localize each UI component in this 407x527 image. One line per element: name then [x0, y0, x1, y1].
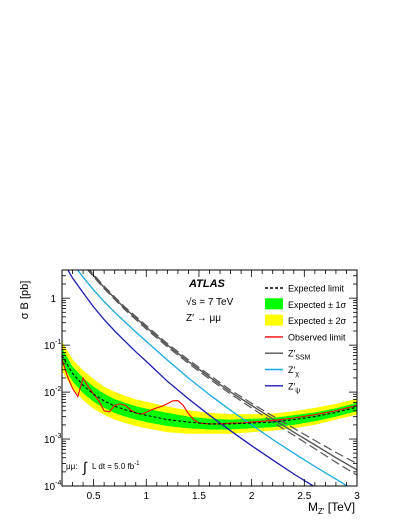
process-label: Z′ → μμ [186, 313, 221, 324]
x-tick-label: 0.5 [87, 491, 101, 502]
legend-swatch [265, 298, 283, 310]
lumi-text: L dt = 5.0 fb-1 [92, 461, 140, 471]
x-tick-label: 2 [249, 491, 255, 502]
chi-curve [76, 270, 349, 486]
y-tick-label: 10-2 [44, 386, 61, 399]
expected-limit-curve [62, 355, 357, 425]
legend-item-band1: Expected ± 1σ [265, 298, 346, 310]
ssm-upper-curve [88, 270, 357, 465]
legend-item-ssm: Z′SSM [265, 349, 311, 362]
legend-item-expected: Expected limit [265, 284, 345, 294]
x-tick-label: 3 [354, 491, 360, 502]
legend-label: Z′SSM [288, 349, 311, 362]
integral-sign: ∫ [82, 459, 88, 475]
band-1sigma [62, 348, 357, 430]
tick-labels: 0.5 1 1.5 2 2.5 3 10-4 10-3 10-2 10-1 1 [44, 294, 360, 502]
legend: Expected limit Expected ± 1σ Expected ± 2σ… [265, 284, 346, 394]
legend-item-psi: Z′ψ [265, 381, 300, 394]
y-tick-label: 10-1 [44, 339, 61, 352]
legend-item-band2: Expected ± 2σ [265, 314, 346, 326]
y-tick-label: 1 [50, 294, 56, 305]
axis-ticks [61, 270, 358, 487]
legend-label: Observed limit [288, 332, 346, 342]
legend-label: Z′χ [288, 365, 299, 378]
y-tick-label: 10-4 [44, 480, 61, 493]
legend-swatch [265, 314, 283, 326]
experiment-label: ATLAS [188, 278, 226, 290]
psi-curve [67, 270, 315, 486]
lumi-prefix: μμ: [66, 462, 77, 471]
x-tick-label: 1 [144, 491, 150, 502]
legend-label: Expected ± 1σ [288, 300, 346, 310]
ssm-lower-curve [86, 270, 357, 476]
y-tick-label: 10-3 [44, 433, 61, 446]
legend-label: Z′ψ [288, 381, 300, 394]
x-tick-label: 2.5 [297, 491, 311, 502]
legend-item-observed: Observed limit [265, 332, 346, 342]
y-axis-title: σ B [pb] [19, 281, 31, 320]
expected-bands [62, 341, 357, 434]
x-axis-title: MZ′ [TeV] [308, 500, 355, 516]
energy-label: √s = 7 TeV [186, 296, 234, 308]
legend-label: Expected limit [288, 284, 345, 294]
luminosity-label: μμ: ∫ L dt = 5.0 fb-1 [66, 459, 140, 475]
legend-item-chi: Z′χ [265, 365, 299, 378]
legend-label: Expected ± 2σ [288, 316, 346, 326]
x-tick-label: 1.5 [192, 491, 206, 502]
